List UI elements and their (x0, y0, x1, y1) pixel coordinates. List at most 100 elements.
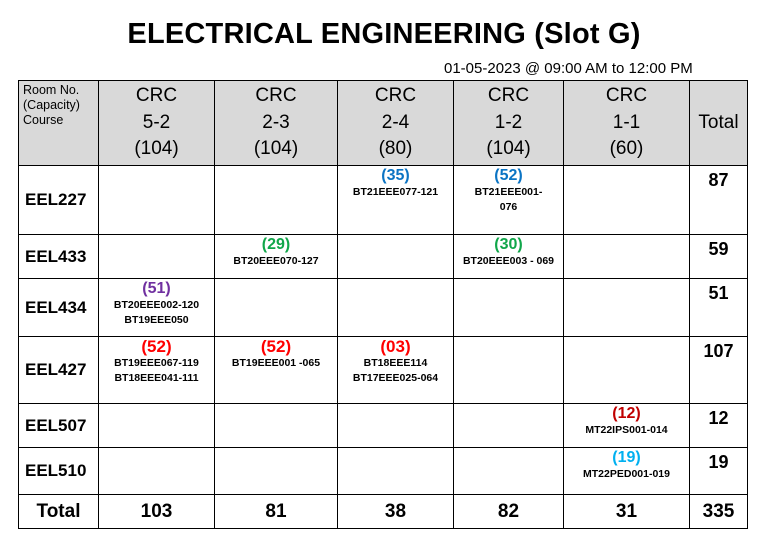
allocation-cell (563, 278, 690, 337)
table-row: EEL227 (35) BT21EEE077-121 (52) BT21EEE001- 0… (18, 165, 748, 235)
row-total: 12 (689, 403, 748, 448)
allocation-cell: (19) MT22PED001-019 (563, 447, 690, 495)
room-number: 1-2 (494, 111, 523, 133)
student-count: (29) (261, 236, 291, 253)
total-cell: 103 (98, 494, 215, 529)
grand-total-cell: 335 (689, 494, 748, 529)
room-name: CRC (487, 85, 530, 107)
allocation-cell (563, 165, 690, 235)
student-count: (12) (612, 405, 641, 422)
total-row-label: Total (18, 494, 99, 529)
room-header-crc-1-2: CRC 1-2 (104) (453, 80, 564, 166)
total-cell: 31 (563, 494, 690, 529)
allocation-cell (337, 447, 454, 495)
total-row: Total 103 81 38 82 31 335 (18, 494, 748, 529)
course-code: EEL227 (18, 165, 99, 235)
seating-table: Room No. (Capacity) Course CRC 5-2 (104)… (18, 80, 748, 529)
allocation-cell: (03) BT18EEE114 BT17EEE025-064 (337, 336, 454, 404)
student-count: (51) (142, 280, 171, 297)
allocation-cell (214, 278, 338, 337)
roll-number-range: BT18EEE041-111 (114, 372, 199, 384)
room-capacity: (104) (486, 138, 531, 160)
allocation-cell: (30) BT20EEE003 - 069 (453, 234, 564, 279)
allocation-cell (214, 447, 338, 495)
allocation-cell: (12) MT22IPS001-014 (563, 403, 690, 448)
allocation-cell (453, 447, 564, 495)
student-count: (19) (612, 449, 641, 466)
roll-number-range: BT20EEE002-120 (113, 299, 200, 311)
roll-number-range: BT19EEE001 -065 (231, 357, 321, 369)
allocation-cell (563, 336, 690, 404)
roll-number-range: 076 (499, 201, 518, 213)
roll-number-range: BT19EEE067-119 (114, 357, 199, 369)
allocation-cell: (52) BT19EEE067-119 BT18EEE041-111 (98, 336, 215, 404)
total-cell: 38 (337, 494, 454, 529)
total-cell: 81 (214, 494, 338, 529)
room-header-crc-5-2: CRC 5-2 (104) (98, 80, 215, 166)
roll-number-range: MT22IPS001-014 (585, 424, 668, 436)
page-title: ELECTRICAL ENGINEERING (Slot G) (127, 18, 641, 50)
row-total: 19 (689, 447, 748, 495)
allocation-cell (453, 336, 564, 404)
allocation-cell (337, 234, 454, 279)
room-number: 5-2 (142, 111, 171, 133)
allocation-cell: (51) BT20EEE002-120 BT19EEE050 (98, 278, 215, 337)
row-total: 87 (689, 165, 748, 235)
roll-number-range: BT18EEE114 (363, 357, 428, 369)
roll-number-range: BT21EEE001- (474, 186, 543, 198)
room-capacity: (80) (378, 138, 413, 160)
allocation-cell (98, 234, 215, 279)
allocation-cell (563, 234, 690, 279)
roll-number-range: BT17EEE025-064 (352, 372, 439, 384)
course-code: EEL433 (18, 234, 99, 279)
roll-number-range: BT19EEE050 (124, 314, 189, 326)
allocation-cell: (35) BT21EEE077-121 (337, 165, 454, 235)
exam-date-time: 01-05-2023 @ 09:00 AM to 12:00 PM (444, 60, 693, 77)
header-label-line: Room No. (23, 83, 80, 97)
student-count: (03) (380, 337, 411, 356)
room-name: CRC (255, 85, 297, 107)
header-label-line: Course (23, 113, 64, 127)
room-number: 2-4 (381, 111, 410, 133)
student-count: (52) (141, 337, 172, 356)
roll-number-range: MT22PED001-019 (583, 468, 670, 480)
roll-number-range: BT20EEE070-127 (233, 255, 319, 267)
allocation-cell: (52) BT21EEE001- 076 (453, 165, 564, 235)
total-header: Total (689, 80, 748, 166)
row-total: 51 (689, 278, 748, 337)
roll-number-range: BT21EEE077-121 (352, 186, 439, 198)
room-name: CRC (135, 85, 178, 107)
student-count: (52) (260, 337, 292, 356)
allocation-cell: (29) BT20EEE070-127 (214, 234, 338, 279)
allocation-cell (453, 278, 564, 337)
room-header-crc-2-4: CRC 2-4 (80) (337, 80, 454, 166)
allocation-cell: (52) BT19EEE001 -065 (214, 336, 338, 404)
room-name: CRC (605, 85, 648, 107)
room-capacity: (104) (134, 138, 179, 160)
room-capacity: (104) (253, 138, 299, 160)
room-capacity: (60) (609, 138, 644, 160)
row-total: 107 (689, 336, 748, 404)
allocation-cell (98, 403, 215, 448)
row-total: 59 (689, 234, 748, 279)
roll-number-range: BT20EEE003 - 069 (462, 255, 555, 267)
allocation-cell (337, 278, 454, 337)
allocation-cell (214, 403, 338, 448)
table-row: EEL433 (29) BT20EEE070-127 (30) BT20EEE003 -… (18, 234, 748, 279)
header-label-line: (Capacity) (23, 98, 80, 112)
course-code: EEL510 (18, 447, 99, 495)
allocation-cell (337, 403, 454, 448)
header-label-cell: Room No. (Capacity) Course (18, 80, 99, 166)
room-number: 1-1 (612, 111, 641, 133)
table-row: EEL434 (51) BT20EEE002-120 BT19EEE050 51 (18, 278, 748, 337)
allocation-cell (453, 403, 564, 448)
allocation-cell (98, 165, 215, 235)
room-header-crc-2-3: CRC 2-3 (104) (214, 80, 338, 166)
course-code: EEL434 (18, 278, 99, 337)
student-count: (30) (494, 236, 523, 253)
table-row: EEL510 (19) MT22PED001-019 19 (18, 447, 748, 495)
allocation-cell (98, 447, 215, 495)
table-row: EEL507 (12) MT22IPS001-014 12 (18, 403, 748, 448)
table-row: EEL427 (52) BT19EEE067-119 BT18EEE041-111 (5… (18, 336, 748, 404)
student-count: (35) (381, 167, 410, 184)
